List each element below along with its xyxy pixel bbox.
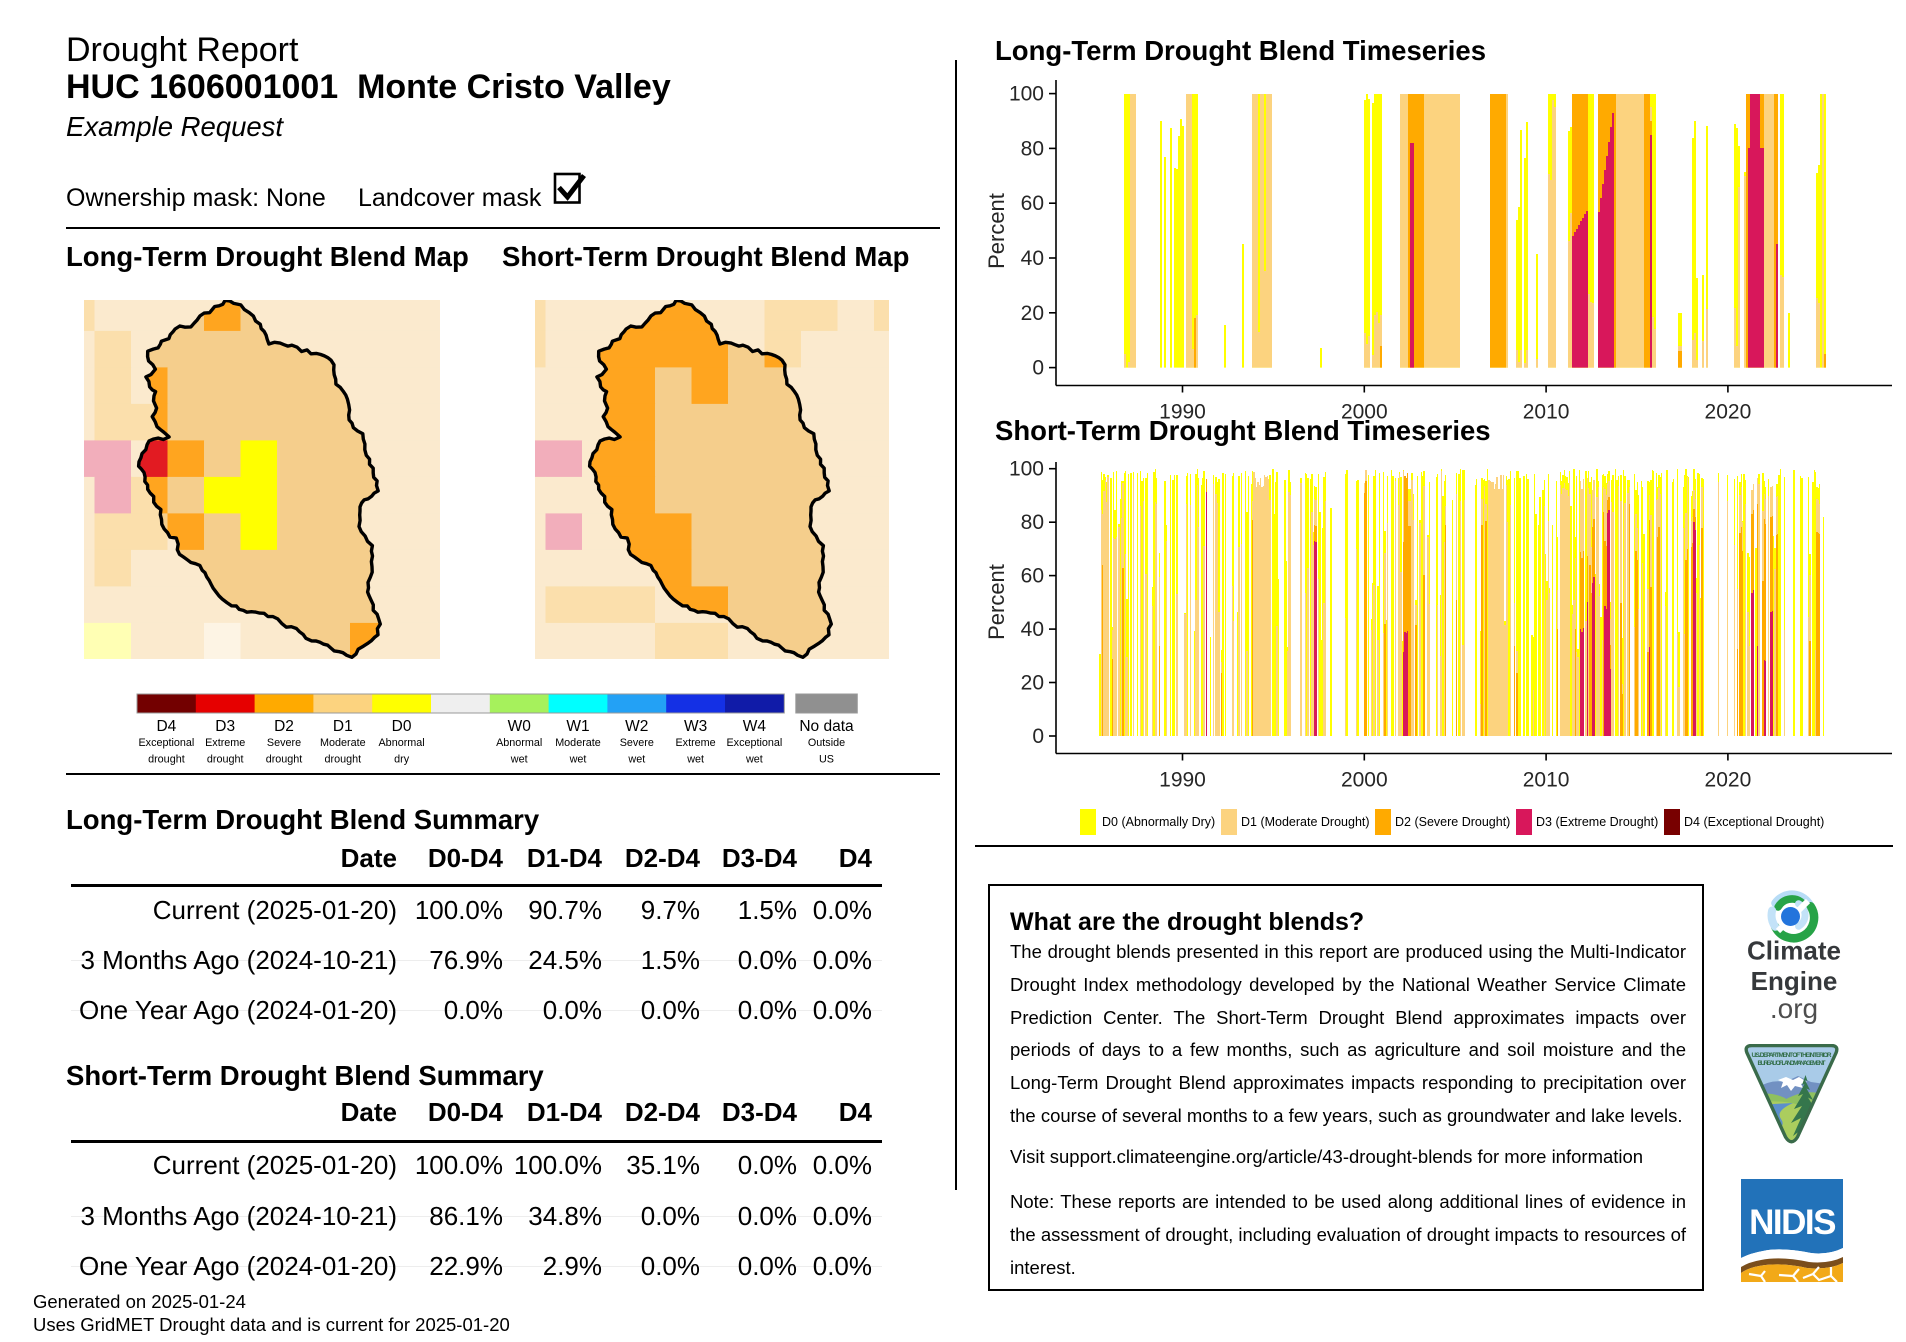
svg-text:Percent: Percent: [984, 193, 1009, 269]
svg-text:No data: No data: [799, 718, 854, 735]
svg-text:wet: wet: [568, 753, 586, 765]
svg-text:1990: 1990: [1159, 769, 1206, 792]
svg-text:2000: 2000: [1341, 401, 1388, 424]
svg-text:D4: D4: [156, 718, 176, 735]
svg-text:2010: 2010: [1523, 769, 1570, 792]
svg-text:D1: D1: [333, 718, 353, 735]
svg-text:0: 0: [1032, 725, 1044, 748]
svg-text:Exceptional: Exceptional: [726, 737, 782, 749]
svg-text:D2: D2: [274, 718, 294, 735]
svg-text:Climate: Climate: [1747, 936, 1841, 966]
svg-text:80: 80: [1021, 137, 1044, 160]
svg-text:W2: W2: [625, 718, 648, 735]
svg-text:2010: 2010: [1523, 401, 1570, 424]
svg-text:W4: W4: [743, 718, 767, 735]
svg-text:Severe: Severe: [619, 737, 653, 749]
svg-text:2020: 2020: [1705, 401, 1752, 424]
svg-text:Extreme: Extreme: [205, 737, 245, 749]
svg-text:wet: wet: [686, 753, 704, 765]
svg-text:Abnormal: Abnormal: [496, 737, 542, 749]
svg-text:NIDIS: NIDIS: [1749, 1203, 1835, 1242]
svg-text:0: 0: [1032, 357, 1044, 380]
svg-text:drought: drought: [265, 753, 302, 765]
svg-text:drought: drought: [207, 753, 244, 765]
svg-text:D0: D0: [391, 718, 411, 735]
svg-text:20: 20: [1021, 302, 1044, 325]
svg-text:wet: wet: [627, 753, 645, 765]
svg-text:wet: wet: [745, 753, 763, 765]
svg-text:W0: W0: [507, 718, 531, 735]
svg-text:80: 80: [1021, 511, 1044, 534]
svg-text:100: 100: [1009, 458, 1044, 481]
svg-text:Moderate: Moderate: [555, 737, 601, 749]
svg-text:US: US: [819, 753, 834, 765]
svg-text:2020: 2020: [1705, 769, 1752, 792]
svg-text:20: 20: [1021, 672, 1044, 695]
svg-text:Extreme: Extreme: [675, 737, 715, 749]
svg-text:D3: D3: [215, 718, 235, 735]
svg-text:dry: dry: [394, 753, 410, 765]
svg-text:40: 40: [1021, 247, 1044, 270]
svg-text:Severe: Severe: [267, 737, 301, 749]
svg-text:U.S. DEPARTMENT OF THE INTERIO: U.S. DEPARTMENT OF THE INTERIOR: [1752, 1052, 1832, 1059]
svg-text:BUREAU OF LAND MANAGEMENT: BUREAU OF LAND MANAGEMENT: [1758, 1060, 1826, 1067]
svg-text:2000: 2000: [1341, 769, 1388, 792]
svg-text:Outside: Outside: [808, 737, 845, 749]
svg-text:Exceptional: Exceptional: [138, 737, 194, 749]
svg-text:Abnormal: Abnormal: [378, 737, 424, 749]
svg-text:60: 60: [1021, 565, 1044, 588]
svg-text:wet: wet: [510, 753, 528, 765]
svg-text:Percent: Percent: [984, 564, 1009, 640]
svg-text:Engine: Engine: [1751, 966, 1838, 996]
svg-text:W1: W1: [566, 718, 589, 735]
svg-text:.org: .org: [1770, 993, 1818, 1024]
svg-text:60: 60: [1021, 192, 1044, 215]
svg-text:W3: W3: [684, 718, 707, 735]
svg-text:Moderate: Moderate: [320, 737, 366, 749]
svg-text:40: 40: [1021, 618, 1044, 641]
svg-text:1990: 1990: [1159, 401, 1206, 424]
svg-text:100: 100: [1009, 83, 1044, 106]
svg-text:drought: drought: [148, 753, 185, 765]
svg-text:drought: drought: [324, 753, 361, 765]
